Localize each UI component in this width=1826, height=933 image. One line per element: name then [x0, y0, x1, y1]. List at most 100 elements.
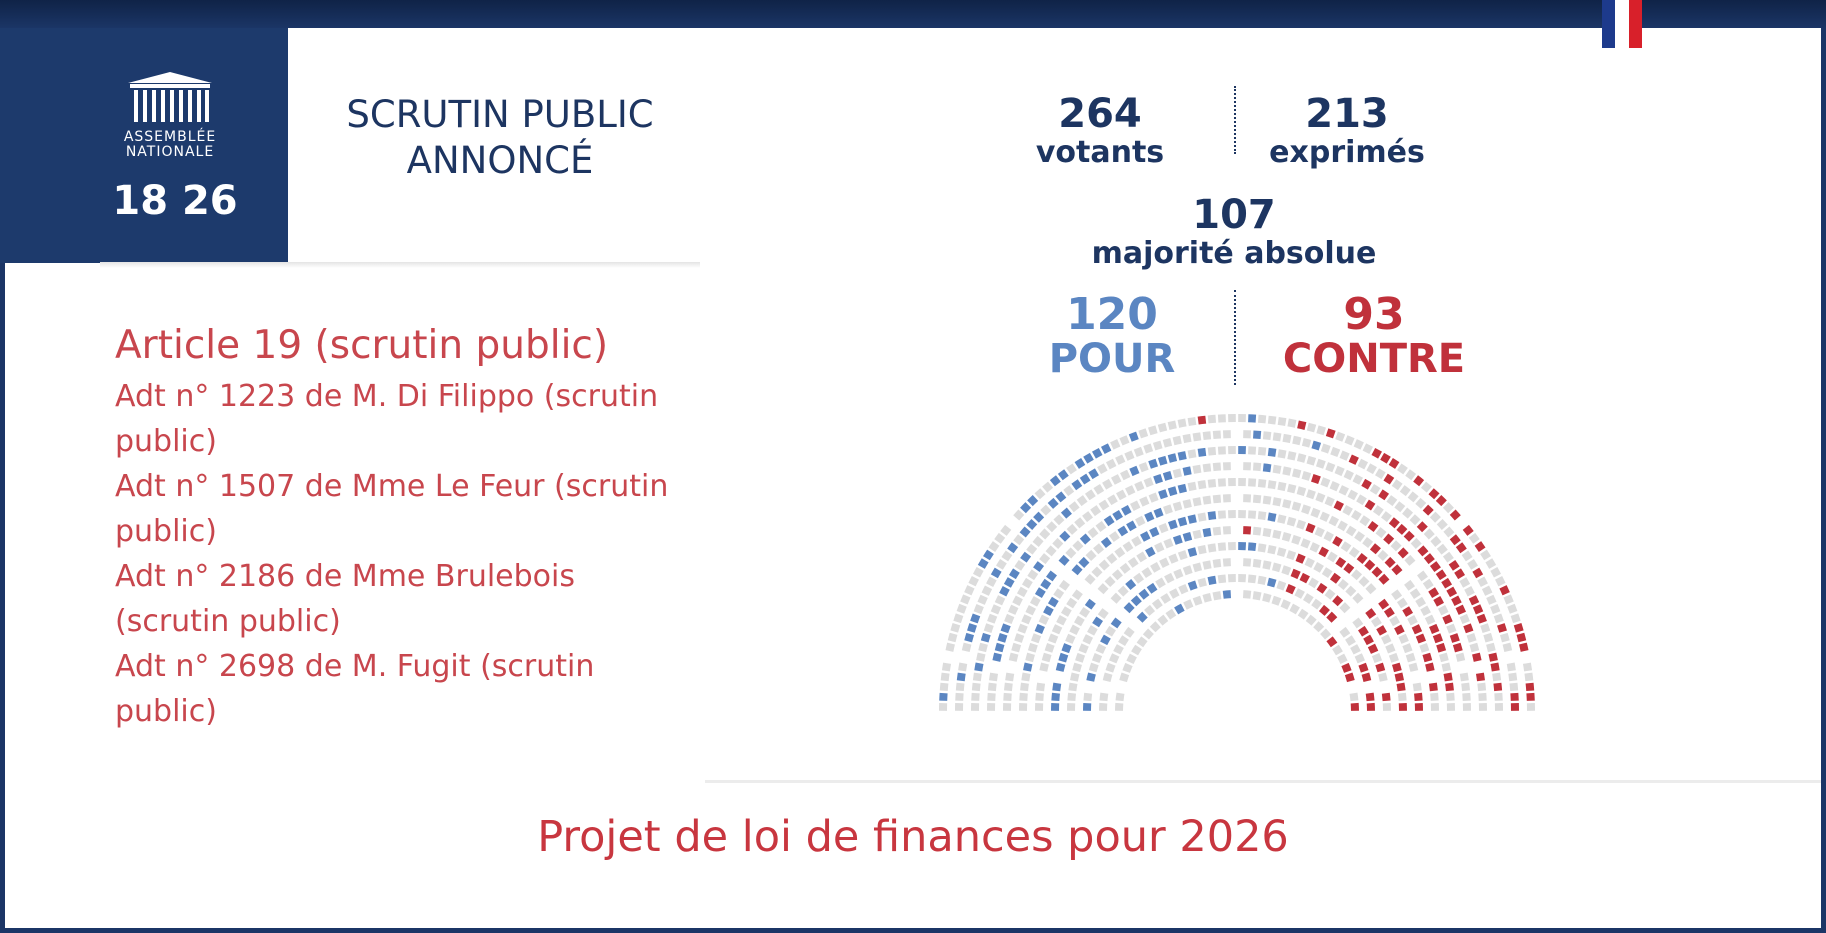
- seat-absent: [1192, 432, 1202, 442]
- contre-label: CONTRE: [1282, 336, 1466, 382]
- seat-absent: [978, 642, 988, 653]
- seat-absent: [1480, 623, 1491, 634]
- seat-absent: [1148, 425, 1158, 436]
- seat-contre: [1384, 556, 1396, 568]
- seat-absent: [1372, 505, 1384, 517]
- seat-absent: [958, 662, 968, 672]
- seat-absent: [1014, 559, 1026, 571]
- seat-absent: [1277, 514, 1287, 524]
- seat-pour: [1138, 588, 1150, 600]
- seat-contre: [1348, 454, 1359, 465]
- seat-contre: [1417, 545, 1429, 557]
- seat-absent: [1202, 463, 1212, 473]
- seat-absent: [988, 541, 1000, 552]
- seat-contre: [1490, 662, 1500, 672]
- seat-pour: [1128, 431, 1139, 442]
- seat-absent: [1122, 662, 1133, 673]
- seat-absent: [1315, 458, 1326, 469]
- seat-absent: [1337, 578, 1349, 590]
- seat-absent: [989, 672, 999, 682]
- seat-absent: [1125, 485, 1136, 496]
- seat-absent: [1281, 531, 1292, 542]
- seat-absent: [1183, 599, 1194, 610]
- seat-absent: [1459, 577, 1471, 588]
- seat-absent: [1207, 446, 1217, 456]
- seat-absent: [994, 532, 1006, 544]
- seat-contre: [1333, 500, 1344, 511]
- seat-absent: [1301, 504, 1311, 515]
- seat-absent: [1371, 653, 1383, 664]
- seat-absent: [1282, 433, 1292, 444]
- seat-absent: [1124, 450, 1135, 461]
- seat-pour: [1034, 587, 1046, 598]
- seat-absent: [1320, 628, 1332, 640]
- seat-pour: [1187, 514, 1197, 524]
- seat-absent: [1160, 593, 1172, 604]
- seat-pour: [956, 672, 966, 682]
- seat-absent: [1252, 494, 1262, 504]
- seat-absent: [1490, 567, 1502, 578]
- seat-pour: [1129, 465, 1140, 477]
- seat-absent: [1192, 562, 1203, 573]
- seat-pour: [1167, 453, 1178, 463]
- seat-contre: [1394, 672, 1404, 682]
- seat-contre: [1428, 587, 1440, 598]
- seat-absent: [1486, 642, 1496, 653]
- seat-absent: [1044, 642, 1055, 653]
- seat-absent: [1212, 591, 1222, 601]
- seat-pour: [1267, 512, 1277, 522]
- seat-absent: [1344, 435, 1355, 446]
- seat-contre: [1371, 447, 1382, 459]
- seat-absent: [945, 642, 955, 652]
- seat-absent: [1217, 574, 1227, 584]
- seat-absent: [1212, 430, 1221, 440]
- seat-absent: [1164, 572, 1175, 584]
- seat-absent: [1063, 485, 1075, 497]
- seat-absent: [1464, 585, 1475, 597]
- seat-pour: [1061, 643, 1072, 654]
- seat-absent: [1197, 480, 1207, 490]
- seat-absent: [1093, 543, 1105, 555]
- seat-absent: [1118, 635, 1129, 647]
- seat-absent: [1262, 593, 1272, 603]
- seat-pour: [1046, 570, 1057, 582]
- seat-pour: [1144, 511, 1155, 522]
- seat-absent: [1177, 418, 1187, 428]
- seat-absent: [1039, 553, 1051, 565]
- seat-contre: [1428, 488, 1440, 500]
- seat-absent: [1217, 542, 1227, 552]
- seat-absent: [1067, 692, 1077, 702]
- seat-contre: [1371, 566, 1383, 578]
- seat-absent: [987, 613, 998, 624]
- seat-absent: [1349, 692, 1359, 702]
- palais-bourbon-icon: [128, 72, 212, 122]
- exprimes-stat: 213 exprimés: [1257, 92, 1437, 170]
- seat-contre: [1388, 458, 1400, 469]
- seat-absent: [1143, 443, 1154, 454]
- seat-absent: [1510, 613, 1521, 624]
- seat-contre: [1448, 559, 1460, 571]
- seat-pour: [1110, 617, 1122, 629]
- seat-absent: [1467, 559, 1479, 570]
- seat-contre: [1463, 623, 1474, 634]
- seat-absent: [1252, 558, 1262, 568]
- seat-contre: [1318, 604, 1330, 616]
- seat-absent: [1405, 469, 1417, 481]
- seat-absent: [1316, 425, 1326, 436]
- seat-absent: [1339, 626, 1351, 638]
- seat-contre: [1455, 542, 1467, 554]
- seat-absent: [1446, 692, 1455, 701]
- seat-pour: [1008, 568, 1020, 580]
- seat-pour: [1123, 602, 1135, 614]
- seat-absent: [971, 682, 981, 692]
- seat-absent: [1117, 585, 1129, 597]
- seat-pour: [994, 642, 1005, 653]
- seat-absent: [1192, 595, 1203, 606]
- seat-contre: [1429, 561, 1441, 573]
- seat-absent: [1359, 515, 1371, 527]
- seat-absent: [1324, 588, 1336, 600]
- seat-absent: [1522, 662, 1533, 672]
- seat-absent: [1155, 577, 1166, 589]
- seat-absent: [1304, 557, 1315, 569]
- headline: SCRUTIN PUBLIC ANNONCÉ: [300, 92, 700, 184]
